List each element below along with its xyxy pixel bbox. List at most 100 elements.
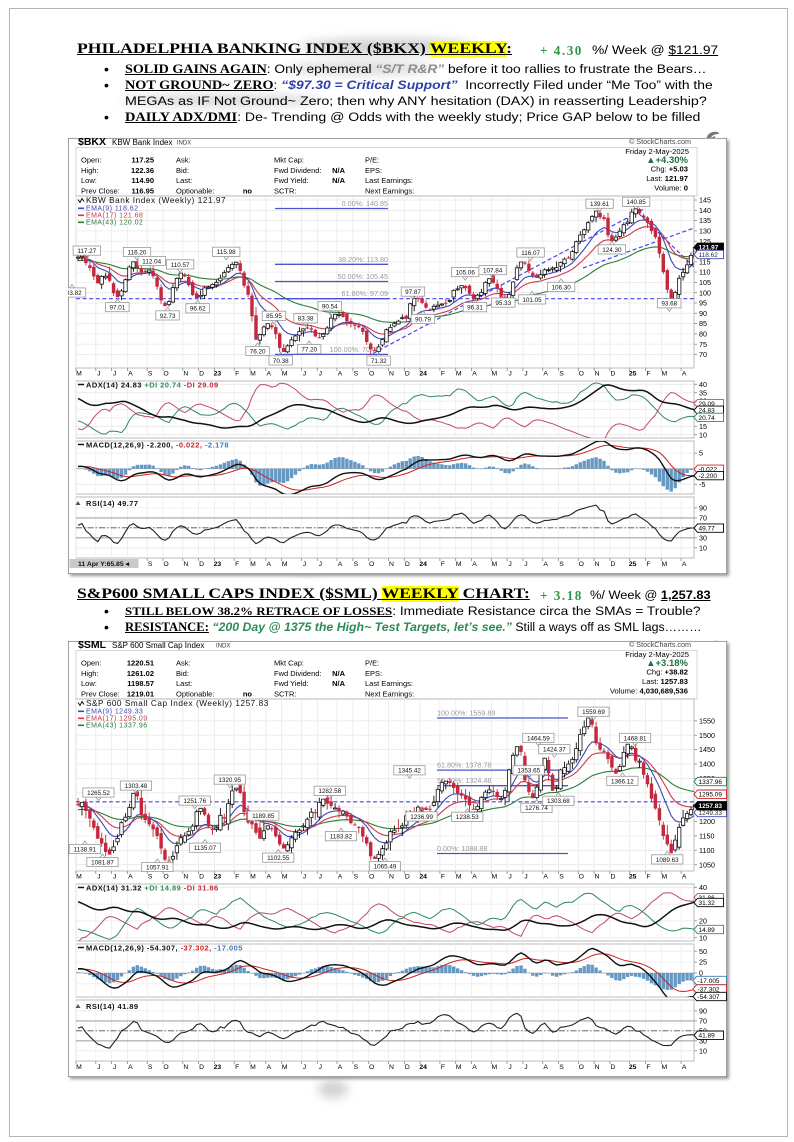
svg-text:A: A (543, 874, 548, 881)
svg-text:A: A (543, 1064, 548, 1071)
svg-text:F: F (441, 874, 445, 881)
svg-text:J: J (113, 874, 116, 881)
svg-text:Optionable:: Optionable: (176, 187, 214, 196)
svg-text:Open:: Open: (81, 659, 101, 668)
svg-text:A: A (472, 1064, 477, 1071)
svg-text:61.80%: 1378.78: 61.80%: 1378.78 (437, 761, 491, 770)
svg-text:50.00%: 105.45: 50.00%: 105.45 (338, 272, 388, 281)
svg-text:SCTR:: SCTR: (274, 187, 297, 196)
svg-text:EMA(43) 1337.96: EMA(43) 1337.96 (86, 723, 148, 730)
svg-text:30: 30 (699, 533, 707, 542)
svg-text:S&P 600 Small Cap Index: S&P 600 Small Cap Index (112, 641, 204, 650)
svg-text:M: M (456, 1064, 462, 1071)
svg-text:F: F (235, 371, 239, 378)
svg-text:D: D (610, 1064, 615, 1071)
svg-text:N: N (183, 1064, 188, 1071)
svg-text:70: 70 (699, 350, 707, 359)
svg-text:1257.83: 1257.83 (699, 803, 723, 810)
svg-text:Last Earnings:: Last Earnings: (365, 176, 413, 185)
svg-text:F: F (646, 1064, 650, 1071)
svg-text:15: 15 (699, 422, 707, 431)
svg-text:P/E:: P/E: (365, 659, 379, 668)
svg-text:25: 25 (629, 1064, 637, 1071)
svg-text:O: O (163, 1064, 168, 1071)
svg-text:A: A (338, 1064, 343, 1071)
svg-text:30: 30 (699, 1036, 707, 1045)
svg-text:A: A (267, 371, 272, 378)
svg-text:D: D (610, 371, 615, 378)
svg-text:O: O (579, 561, 584, 568)
svg-text:Fwd Dividend:: Fwd Dividend: (274, 166, 322, 175)
svg-text:116.95: 116.95 (131, 187, 154, 196)
svg-text:▲+4.30%: ▲+4.30% (646, 155, 688, 166)
svg-text:-37.302: -37.302 (698, 986, 720, 993)
svg-text:23: 23 (214, 561, 222, 568)
svg-text:MACD(12,26,9) -54.307, -37.302: MACD(12,26,9) -54.307, -37.302, -17.005 (86, 944, 243, 953)
svg-text:INDX: INDX (177, 141, 191, 147)
svg-text:96.62: 96.62 (190, 306, 206, 313)
svg-text:N: N (595, 561, 600, 568)
svg-text:80: 80 (699, 330, 707, 339)
svg-text:F: F (441, 371, 445, 378)
svg-text:24: 24 (419, 1064, 427, 1071)
svg-text:1500: 1500 (699, 731, 715, 740)
svg-text:100.00%: 70.04: 100.00%: 70.04 (330, 345, 380, 354)
svg-text:23: 23 (214, 1064, 222, 1071)
svg-text:112.04: 112.04 (142, 258, 161, 265)
svg-text:N: N (389, 561, 394, 568)
svg-text:no: no (243, 690, 253, 699)
svg-text:90.79: 90.79 (415, 316, 431, 323)
svg-text:KBW Bank Index (Weekly) 121.97: KBW Bank Index (Weekly) 121.97 (86, 196, 226, 205)
svg-text:A: A (472, 874, 477, 881)
svg-text:117.25: 117.25 (131, 156, 154, 165)
svg-text:A: A (682, 1064, 687, 1071)
svg-text:97.01: 97.01 (110, 305, 126, 312)
svg-text:-17.005: -17.005 (698, 978, 720, 985)
svg-text:O: O (579, 874, 584, 881)
svg-text:1249.33: 1249.33 (699, 810, 723, 817)
svg-text:EMA(9) 1249.33: EMA(9) 1249.33 (86, 709, 143, 716)
svg-text:M: M (491, 561, 497, 568)
svg-text:1102.55: 1102.55 (267, 855, 290, 862)
svg-text:Mkt Cap:: Mkt Cap: (274, 156, 304, 165)
svg-text:O: O (369, 874, 374, 881)
svg-text:1468.81: 1468.81 (624, 735, 647, 742)
svg-text:M: M (456, 371, 462, 378)
svg-text:139.61: 139.61 (590, 201, 610, 208)
svg-text:-5: -5 (699, 480, 705, 489)
svg-text:N: N (389, 874, 394, 881)
svg-text:Next Earnings:: Next Earnings: (365, 187, 414, 196)
svg-text:90: 90 (699, 1007, 707, 1016)
svg-text:1424.37: 1424.37 (543, 747, 566, 754)
svg-text:$SML: $SML (78, 641, 107, 651)
svg-text:S: S (354, 1064, 359, 1071)
svg-text:Prev Close:: Prev Close: (81, 187, 120, 196)
svg-text:0: 0 (699, 969, 703, 978)
svg-text:Volume: 4,030,689,536: Volume: 4,030,689,536 (610, 687, 688, 696)
svg-text:M: M (250, 874, 256, 881)
svg-text:M: M (282, 561, 288, 568)
svg-text:J: J (319, 371, 322, 378)
svg-text:1251.76: 1251.76 (183, 798, 206, 805)
svg-text:SCTR:: SCTR: (274, 690, 297, 699)
svg-text:1238.53: 1238.53 (456, 814, 479, 821)
svg-text:J: J (524, 561, 527, 568)
svg-text:1081.87: 1081.87 (91, 859, 114, 866)
svg-text:J: J (113, 1064, 116, 1071)
svg-text:92.73: 92.73 (160, 313, 176, 320)
svg-text:J: J (319, 561, 322, 568)
svg-text:High:: High: (81, 166, 99, 175)
svg-text:S: S (559, 874, 564, 881)
svg-text:N: N (595, 371, 600, 378)
svg-text:40: 40 (699, 883, 707, 892)
svg-text:-0.022: -0.022 (699, 467, 718, 474)
svg-text:N: N (595, 874, 600, 881)
svg-text:M: M (456, 561, 462, 568)
svg-text:85.95: 85.95 (266, 313, 282, 320)
svg-text:M: M (491, 874, 497, 881)
svg-text:1200: 1200 (699, 817, 715, 826)
svg-text:116.07: 116.07 (521, 250, 540, 257)
svg-text:J: J (524, 1064, 527, 1071)
svg-text:F: F (441, 1064, 445, 1071)
svg-text:145: 145 (699, 196, 711, 205)
